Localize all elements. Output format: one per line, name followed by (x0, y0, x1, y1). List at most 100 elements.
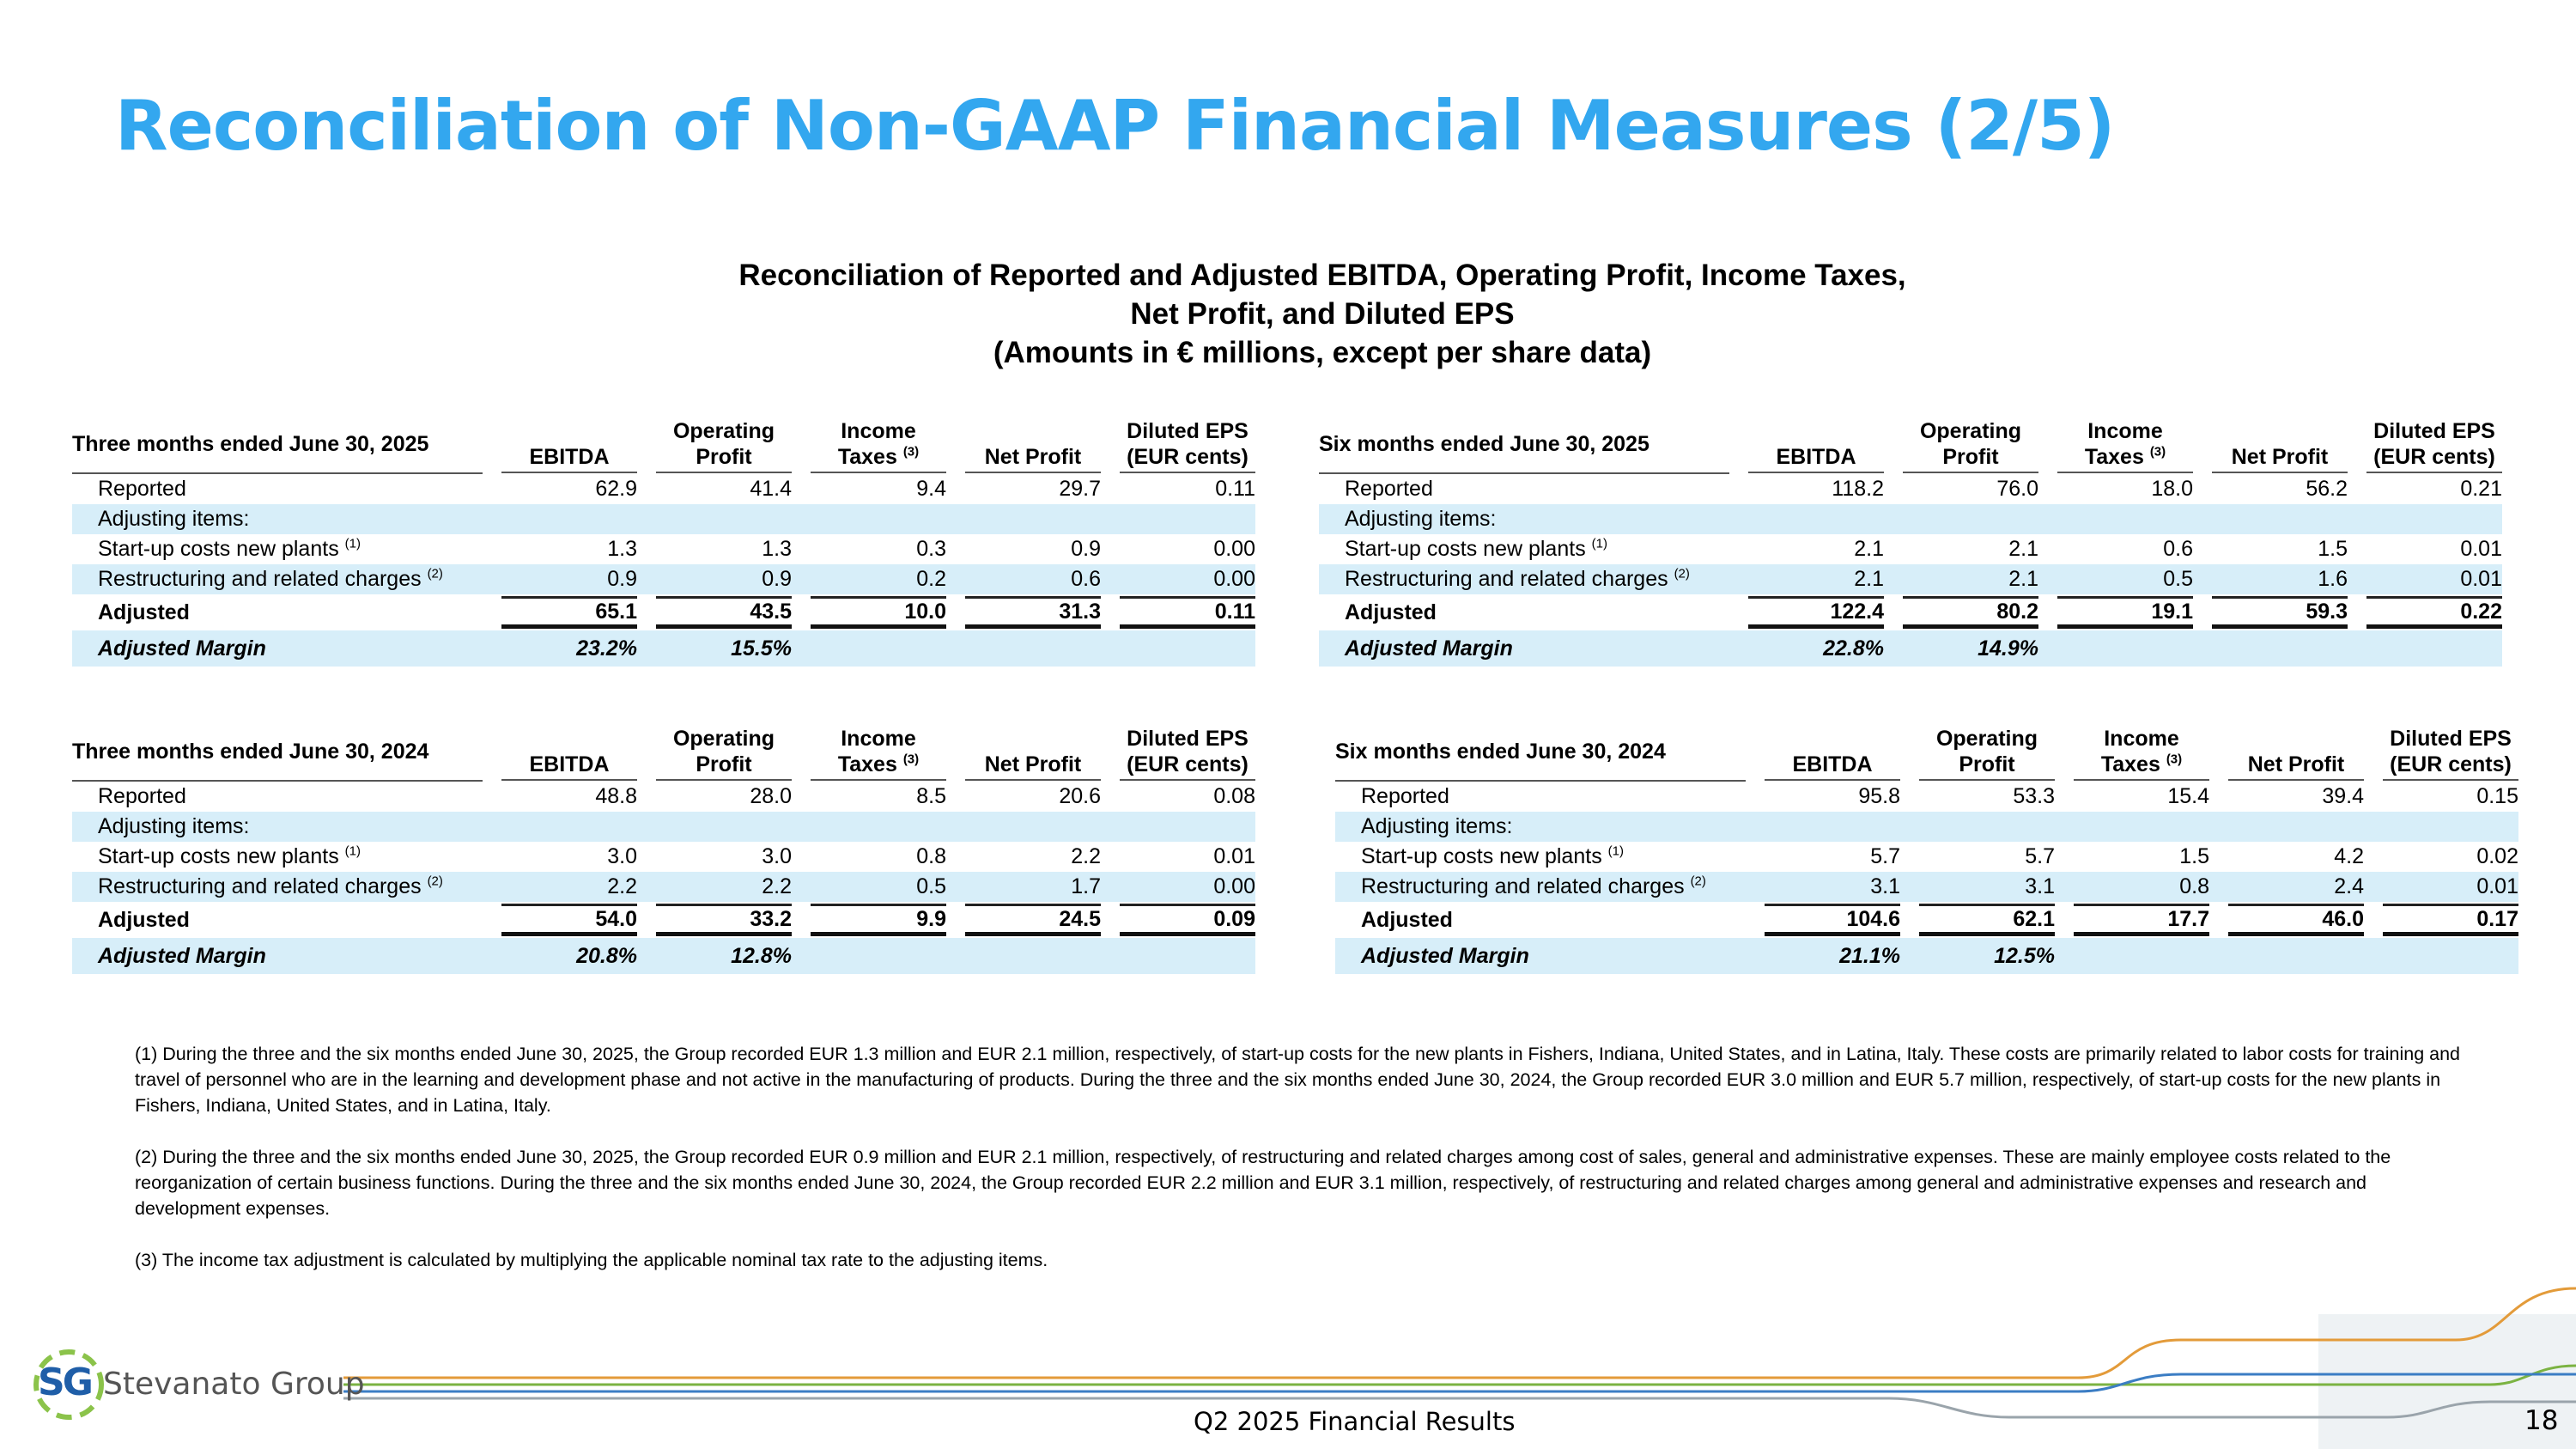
cell-value: 0.01 (1213, 844, 1255, 868)
row-label: Start-up costs new plants (1) (1335, 842, 1746, 872)
footnote-ref: (1) (1591, 536, 1607, 551)
header-text: Operating Profit (656, 726, 792, 781)
header-label: EBITDA (1792, 752, 1873, 776)
cell (637, 812, 792, 842)
cell-value: 0.15 (2476, 783, 2518, 808)
header-label: Income Taxes (2100, 727, 2179, 776)
row-label-text: Reported (98, 477, 186, 501)
cell: 0.01 (1101, 842, 1255, 872)
cell-value: 76.0 (1996, 476, 2038, 501)
cell: 80.2 (1884, 594, 2038, 630)
cell: 0.21 (2348, 473, 2502, 504)
cell-value: 5.7 (1870, 844, 1900, 868)
cell: 0.6 (2038, 534, 2193, 564)
cell (2055, 812, 2209, 842)
cell-value: 0.3 (916, 537, 946, 561)
cell (792, 630, 946, 667)
row-label: Start-up costs new plants (1) (72, 534, 483, 564)
cell-value: 0.5 (916, 874, 946, 898)
cell: 5.7 (1900, 842, 2055, 872)
cell-value: 14.9% (1978, 636, 2038, 661)
cell: 0.5 (2038, 564, 2193, 594)
row-label-text: Adjusted (1361, 907, 1453, 932)
row-label-text: Adjusting items: (1361, 814, 1513, 838)
cell-value: 104.6 (1765, 904, 1900, 936)
cell (483, 812, 637, 842)
cell: 104.6 (1746, 902, 1900, 938)
cell: 2.1 (1729, 564, 1884, 594)
cell-value: 1.3 (607, 537, 637, 561)
cell-value: 4.2 (2334, 844, 2364, 868)
cell (946, 504, 1101, 534)
header-label: Diluted EPS (EUR cents) (2373, 419, 2495, 469)
cell: 0.00 (1101, 872, 1255, 902)
column-header: Diluted EPS (EUR cents) (2348, 402, 2502, 473)
cell-value: 9.4 (916, 476, 946, 501)
header-label: Operating Profit (1919, 419, 2022, 469)
cell-value: 0.6 (2163, 537, 2193, 561)
cell (1746, 812, 1900, 842)
footnote: (1) During the three and the six months … (135, 1044, 2461, 1116)
cell-value: 0.00 (1213, 537, 1255, 561)
cell: 1.3 (483, 534, 637, 564)
cell: 15.4 (2055, 781, 2209, 812)
column-header: Income Taxes (3) (2038, 402, 2193, 473)
cell: 0.5 (792, 872, 946, 902)
cell (2348, 630, 2502, 667)
row-label: Adjusting items: (1319, 504, 1729, 534)
cell-value: 0.8 (916, 844, 946, 868)
cell: 54.0 (483, 902, 637, 938)
cell-value: 8.5 (916, 783, 946, 808)
cell-value: 1.7 (1071, 874, 1101, 898)
cell-value: 0.6 (1071, 567, 1101, 591)
header-text: Net Profit (965, 444, 1101, 473)
cell-value: 0.01 (2476, 874, 2518, 898)
header-text: Diluted EPS (EUR cents) (1120, 726, 1255, 781)
header-label: Income Taxes (837, 419, 916, 469)
footnote-ref: (2) (1674, 566, 1690, 581)
header-label: Operating Profit (672, 727, 775, 776)
deco-line (343, 1397, 2576, 1419)
cell: 1.5 (2055, 842, 2209, 872)
cell-value: 0.09 (1120, 904, 1255, 936)
cell: 53.3 (1900, 781, 2055, 812)
row-label-text: Reported (98, 784, 186, 808)
header-text: Diluted EPS (EUR cents) (2366, 418, 2502, 473)
cell: 0.3 (792, 534, 946, 564)
footnotes: (1) During the three and the six months … (135, 1041, 2470, 1299)
cell (1884, 504, 2038, 534)
cell: 62.1 (1900, 902, 2055, 938)
data-table: Three months ended June 30, 2025 EBITDA Op… (72, 402, 1255, 667)
cell-value: 62.9 (595, 476, 637, 501)
footnote-ref: (1) (344, 536, 361, 551)
table-row: Restructuring and related charges (2) 0.9… (72, 564, 1255, 594)
column-header: EBITDA (483, 402, 637, 473)
cell-value: 19.1 (2057, 596, 2193, 629)
row-label-text: Adjusted (98, 907, 190, 932)
row-label: Start-up costs new plants (1) (1319, 534, 1729, 564)
cell: 9.4 (792, 473, 946, 504)
header-label: Net Profit (2247, 752, 2345, 776)
cell-value: 2.1 (1854, 567, 1884, 591)
header-label: Net Profit (984, 752, 1082, 776)
cell: 9.9 (792, 902, 946, 938)
cell (2193, 630, 2348, 667)
cell: 65.1 (483, 594, 637, 630)
cell-value: 56.2 (2306, 476, 2348, 501)
column-header: Income Taxes (3) (792, 709, 946, 781)
cell-value: 15.5% (731, 636, 792, 661)
cell: 0.11 (1101, 594, 1255, 630)
table-row: Adjusted 65.1 43.5 10.0 31.3 0.11 (72, 594, 1255, 630)
cell: 31.3 (946, 594, 1101, 630)
cell (1101, 812, 1255, 842)
cell: 2.2 (946, 842, 1101, 872)
cell: 12.8% (637, 938, 792, 974)
cell: 21.1% (1746, 938, 1900, 974)
header-text: Income Taxes (3) (2057, 418, 2193, 473)
cell: 15.5% (637, 630, 792, 667)
heading-line: Net Profit, and Diluted EPS (1130, 297, 1515, 331)
cell: 2.2 (483, 872, 637, 902)
cell-value: 0.17 (2383, 904, 2518, 936)
table-heading: Reconciliation of Reported and Adjusted … (0, 256, 2576, 372)
